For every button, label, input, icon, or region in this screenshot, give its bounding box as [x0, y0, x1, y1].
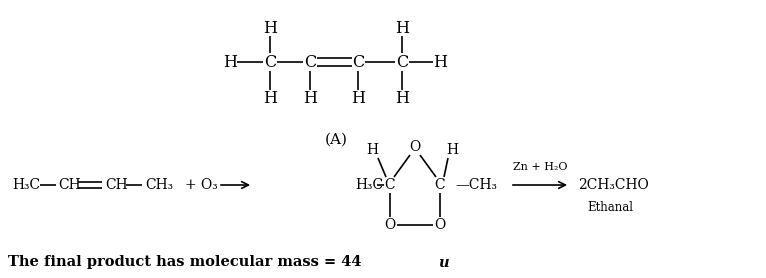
Text: C: C [352, 53, 364, 71]
Text: H: H [433, 53, 447, 71]
Text: Ethanal: Ethanal [587, 200, 633, 214]
Text: C: C [434, 178, 445, 192]
Text: H₃C: H₃C [355, 178, 383, 192]
Text: H: H [303, 90, 317, 106]
Text: u: u [438, 256, 449, 270]
Text: 2CH₃CHO: 2CH₃CHO [578, 178, 649, 192]
Text: H: H [263, 19, 277, 36]
Text: C: C [264, 53, 276, 71]
Text: + O₃: + O₃ [185, 178, 218, 192]
Text: CH: CH [58, 178, 80, 192]
Text: O: O [409, 140, 421, 154]
Text: H: H [366, 143, 378, 157]
Text: CH: CH [105, 178, 128, 192]
Text: CH₃: CH₃ [145, 178, 173, 192]
Text: H: H [351, 90, 365, 106]
Text: H: H [223, 53, 237, 71]
Text: H: H [395, 19, 409, 36]
Text: C: C [385, 178, 395, 192]
Text: Zn + H₂O: Zn + H₂O [512, 162, 568, 172]
Text: O: O [434, 218, 446, 232]
Text: (A): (A) [325, 133, 348, 147]
Text: O: O [385, 218, 395, 232]
Text: H: H [263, 90, 277, 106]
Text: C: C [304, 53, 316, 71]
Text: —CH₃: —CH₃ [455, 178, 497, 192]
Text: The final product has molecular mass = 44: The final product has molecular mass = 4… [8, 255, 362, 269]
Text: C: C [396, 53, 408, 71]
Text: H₃C: H₃C [12, 178, 40, 192]
Text: H: H [446, 143, 458, 157]
Text: H: H [395, 90, 409, 106]
